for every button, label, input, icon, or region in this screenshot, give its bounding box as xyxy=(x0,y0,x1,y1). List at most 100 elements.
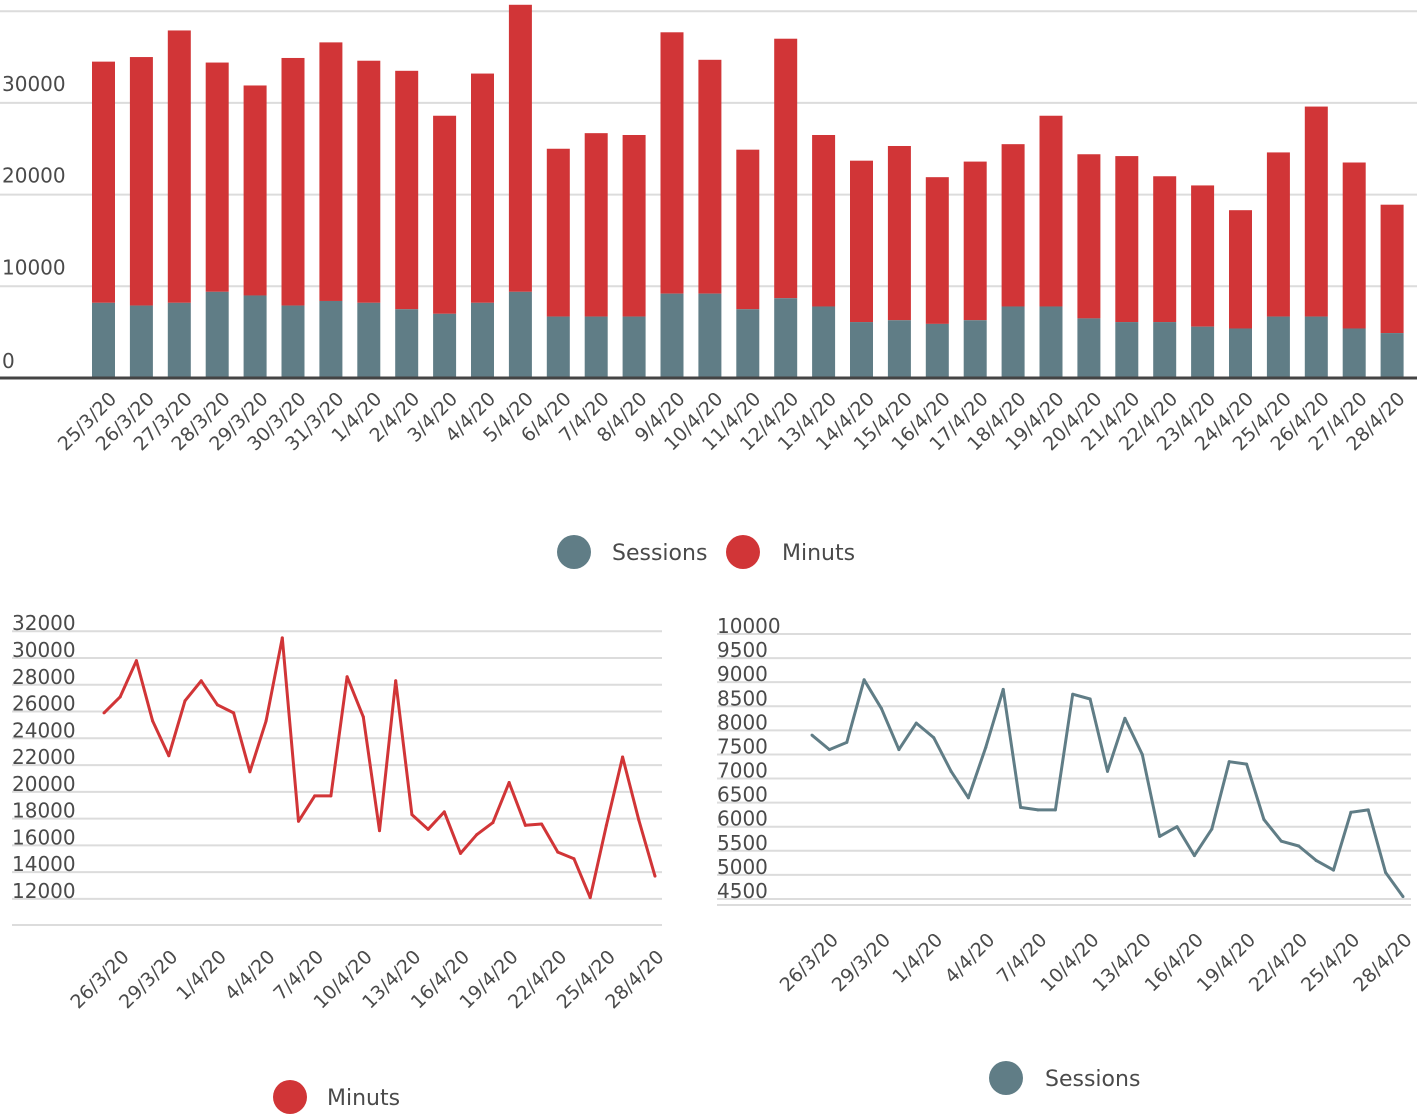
y-tick-label: 0 xyxy=(2,349,15,373)
data-point-25-4-20 xyxy=(604,823,608,827)
bar-sessions-25-4-20 xyxy=(1266,316,1290,378)
bar-minuts-23-4-20 xyxy=(1191,185,1215,327)
data-point-27-3-20 xyxy=(845,740,849,744)
data-point-2-4-20 xyxy=(949,769,953,773)
bar-sessions-30-3-20 xyxy=(281,305,305,378)
data-point-6-4-20 xyxy=(1019,805,1023,809)
bar-minuts-27-3-20 xyxy=(167,30,191,303)
data-point-29-3-20 xyxy=(167,754,171,758)
bar-sessions-13-4-20 xyxy=(812,306,836,378)
y-tick-label: 22000 xyxy=(12,745,76,769)
data-point-24-4-20 xyxy=(1331,868,1335,872)
data-point-11-4-20 xyxy=(378,829,381,833)
bar-minuts-7-4-20 xyxy=(584,133,608,317)
y-tick-label: 10000 xyxy=(2,255,66,279)
line-series-minuts xyxy=(102,636,657,900)
y-tick-label: 5500 xyxy=(717,831,768,855)
bar-sessions-27-4-20 xyxy=(1342,328,1366,378)
bar-sessions-10-4-20 xyxy=(698,293,722,378)
data-point-12-4-20 xyxy=(1123,716,1127,720)
data-point-6-4-20 xyxy=(296,819,300,823)
data-point-4-4-20 xyxy=(984,745,988,749)
data-point-27-3-20 xyxy=(134,659,138,663)
bar-minuts-25-4-20 xyxy=(1266,152,1290,317)
bar-sessions-15-4-20 xyxy=(887,320,911,378)
y-tick-label: 40000 xyxy=(2,0,66,4)
data-point-3-4-20 xyxy=(248,770,252,774)
y-tick-label: 30000 xyxy=(12,638,76,662)
bar-sessions-26-4-20 xyxy=(1304,316,1328,378)
data-point-24-4-20 xyxy=(588,896,592,900)
legend-sessions-marker-2 xyxy=(989,1061,1023,1095)
y-tick-label: 7500 xyxy=(717,734,768,758)
legend-sessions-marker xyxy=(557,535,591,569)
data-point-25-4-20 xyxy=(1349,810,1353,814)
data-point-2-4-20 xyxy=(232,711,236,715)
data-point-25-3-20 xyxy=(102,711,106,715)
data-point-7-4-20 xyxy=(1036,808,1040,812)
y-tick-label: 5000 xyxy=(717,855,768,879)
bar-sessions-24-4-20 xyxy=(1229,328,1252,378)
bar-minuts-27-4-20 xyxy=(1342,162,1366,329)
bar-sessions-8-4-20 xyxy=(622,316,646,378)
bar-minuts-26-3-20 xyxy=(129,57,153,306)
legend-minuts-label-2: Minuts xyxy=(327,1086,400,1111)
x-tick-label: 4/4/20 xyxy=(221,946,280,1005)
bar-sessions-31-3-20 xyxy=(319,300,343,378)
bar-minuts-8-4-20 xyxy=(622,134,646,317)
y-tick-label: 8500 xyxy=(717,686,768,710)
bar-sessions-26-3-20 xyxy=(129,305,153,378)
y-tick-label: 32000 xyxy=(12,611,76,635)
data-point-15-4-20 xyxy=(1175,825,1179,829)
data-point-16-4-20 xyxy=(459,851,463,855)
data-point-31-3-20 xyxy=(199,679,203,683)
bar-sessions-3-4-20 xyxy=(433,313,457,378)
data-point-22-4-20 xyxy=(556,850,560,854)
bar-minuts-1-4-20 xyxy=(357,60,381,303)
y-tick-label: 26000 xyxy=(12,692,76,716)
x-tick-label: 29/3/20 xyxy=(828,929,895,996)
data-point-28-4-20 xyxy=(1401,895,1405,899)
y-tick-label: 20000 xyxy=(2,164,66,188)
data-point-30-3-20 xyxy=(897,748,901,752)
data-point-27-4-20 xyxy=(637,818,641,822)
data-point-14-4-20 xyxy=(426,827,430,831)
bar-sessions-20-4-20 xyxy=(1077,318,1101,378)
bar-minuts-24-4-20 xyxy=(1229,210,1252,329)
data-point-21-4-20 xyxy=(540,822,544,826)
data-point-26-3-20 xyxy=(118,695,122,699)
y-tick-label: 10000 xyxy=(717,614,781,638)
legend-sessions-label: Sessions xyxy=(612,541,707,566)
bar-minuts-20-4-20 xyxy=(1077,154,1101,319)
data-point-16-4-20 xyxy=(1192,854,1196,858)
minuts-chart-legend: Minuts xyxy=(273,1080,400,1114)
bar-minuts-29-3-20 xyxy=(243,85,267,296)
y-tick-label: 18000 xyxy=(12,799,76,823)
data-point-31-3-20 xyxy=(914,721,918,725)
bar-chart-legend: Sessions Minuts xyxy=(557,535,855,569)
data-point-17-4-20 xyxy=(1210,827,1214,831)
bar-minuts-11-4-20 xyxy=(736,149,760,310)
y-tick-label: 7000 xyxy=(717,759,768,783)
bar-minuts-13-4-20 xyxy=(812,134,836,307)
data-point-25-3-20 xyxy=(810,733,814,737)
data-point-8-4-20 xyxy=(329,794,333,798)
bar-sessions-11-4-20 xyxy=(736,309,760,378)
bar-minuts-25-3-20 xyxy=(92,61,115,303)
y-tick-label: 9500 xyxy=(717,638,768,662)
data-point-22-4-20 xyxy=(1297,844,1301,848)
x-tick-label: 28/4/20 xyxy=(1349,929,1416,996)
bar-sessions-28-4-20 xyxy=(1380,333,1404,378)
y-tick-label: 6500 xyxy=(717,783,768,807)
data-point-15-4-20 xyxy=(442,810,446,814)
data-point-30-3-20 xyxy=(183,699,187,703)
bar-minuts-28-3-20 xyxy=(205,62,229,292)
bar-sessions-14-4-20 xyxy=(850,322,873,378)
legend-minuts-label: Minuts xyxy=(782,541,855,566)
y-tick-label: 24000 xyxy=(12,718,76,742)
bar-sessions-4-4-20 xyxy=(471,302,494,378)
y-tick-label: 4500 xyxy=(717,879,768,903)
bar-minuts-31-3-20 xyxy=(319,42,343,301)
